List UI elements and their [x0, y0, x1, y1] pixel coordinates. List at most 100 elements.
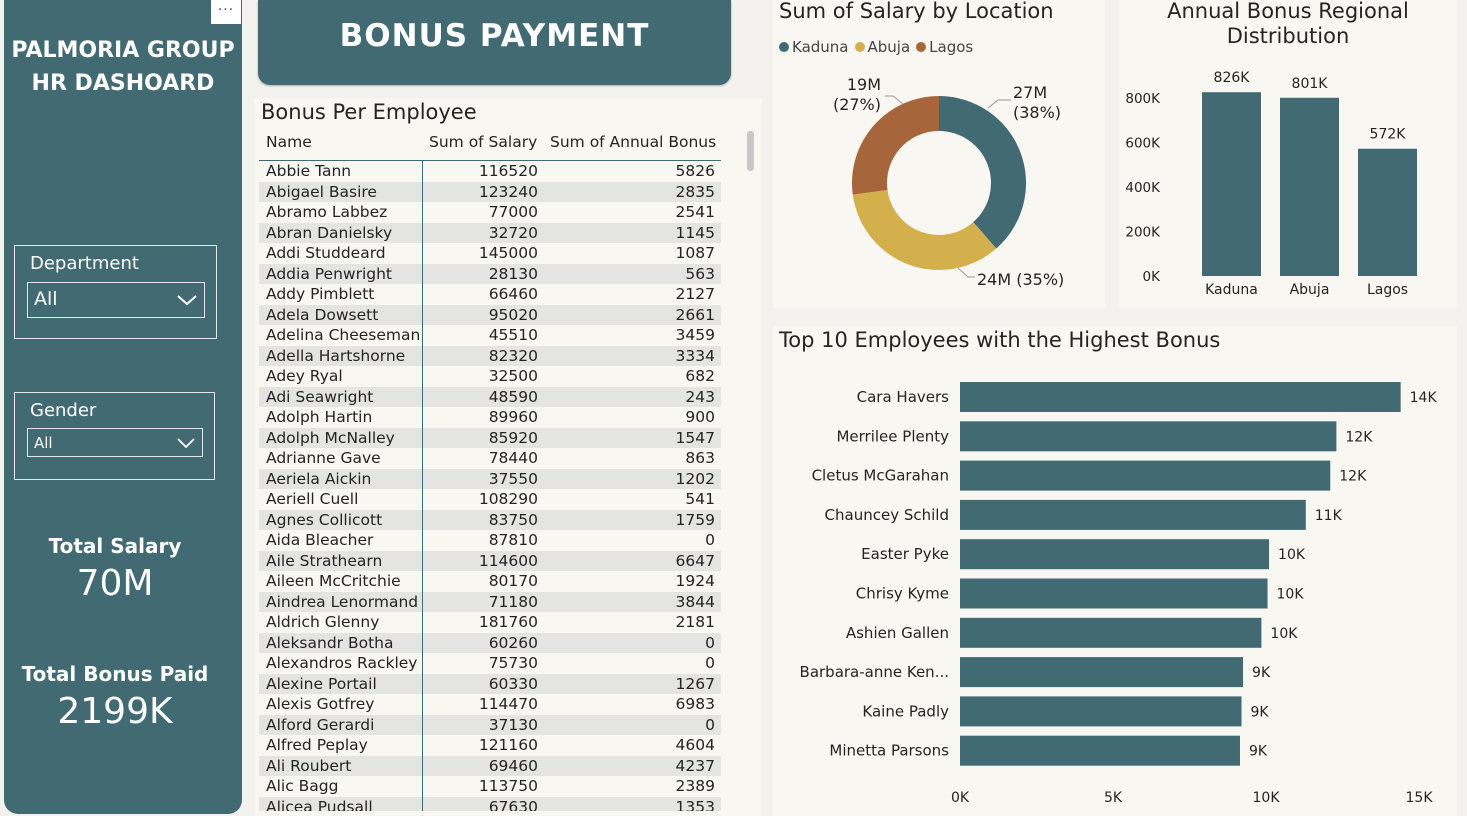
cell-salary: 145000: [478, 244, 538, 262]
donut-slice-abuja[interactable]: [852, 189, 997, 270]
legend-item-lagos[interactable]: Lagos: [916, 38, 973, 56]
column-header-bonus[interactable]: Sum of Annual Bonus: [550, 133, 717, 151]
hbar-bar[interactable]: [960, 578, 1268, 609]
sidebar: [4, 0, 242, 814]
cell-bonus: 1202: [675, 469, 715, 488]
table-row[interactable]: Abramo Labbez 77000 2541: [259, 202, 721, 223]
gender-label: Gender: [30, 400, 97, 421]
cell-salary: 83750: [488, 510, 538, 529]
table-row[interactable]: Alexandros Rackley 75730 0: [259, 653, 721, 674]
cell-name: Abran Danielsky: [266, 223, 393, 242]
cell-bonus: 2389: [675, 777, 715, 795]
table-row[interactable]: Aindrea Lenormand 71180 3844: [259, 591, 721, 612]
more-options-icon[interactable]: ···: [211, 0, 241, 24]
table-row[interactable]: Alicea Pudsall 67630 1353: [259, 796, 721, 812]
cell-name: Adolph McNalley: [266, 428, 395, 447]
cell-name: Alexandros Rackley: [266, 654, 418, 672]
x-tick-label: 5K: [1104, 790, 1123, 806]
hbar-bar[interactable]: [960, 617, 1262, 648]
hbar-bar[interactable]: [960, 657, 1244, 688]
hbar-category-label: Cara Havers: [857, 388, 950, 406]
cell-name: Aindrea Lenormand: [266, 592, 419, 611]
table-row[interactable]: Agnes Collicott 83750 1759: [259, 509, 721, 530]
cell-salary: 181760: [478, 613, 538, 631]
table-row[interactable]: Aile Strathearn 114600 6647: [259, 550, 721, 571]
table-row[interactable]: Abbie Tann 116520 5826: [259, 161, 721, 182]
table-row[interactable]: Alford Gerardi 37130 0: [259, 714, 721, 735]
cell-salary: 82320: [488, 346, 538, 365]
table-row[interactable]: Addy Pimblett 66460 2127: [259, 284, 721, 305]
department-dropdown[interactable]: All: [27, 282, 205, 318]
cell-name: Alicea Pudsall: [266, 797, 373, 812]
cell-bonus: 2835: [675, 182, 715, 201]
donut-slice-kaduna[interactable]: [939, 96, 1026, 249]
table-row[interactable]: Alic Bagg 113750 2389: [259, 776, 721, 797]
table-row[interactable]: Alfred Peplay 121160 4604: [259, 735, 721, 756]
cell-name: Aida Bleacher: [266, 531, 374, 549]
cell-bonus: 6983: [675, 695, 715, 713]
column-bar-abuja[interactable]: [1280, 97, 1339, 276]
table-row[interactable]: Aleksandr Botha 60260 0: [259, 632, 721, 653]
table-row[interactable]: Aeriell Cuell 108290 541: [259, 489, 721, 510]
hbar-bar[interactable]: [960, 539, 1270, 570]
table-row[interactable]: Ali Roubert 69460 4237: [259, 755, 721, 776]
table-row[interactable]: Alexine Portail 60330 1267: [259, 673, 721, 694]
table-row[interactable]: Adolph McNalley 85920 1547: [259, 427, 721, 448]
table-row[interactable]: Adelina Cheeseman 45510 3459: [259, 325, 721, 346]
table-row[interactable]: Adella Hartshorne 82320 3334: [259, 345, 721, 366]
brand-title: PALMORIA GROUP HR DASHOARD: [0, 34, 246, 100]
donut-slice-lagos[interactable]: [852, 96, 939, 195]
table-row[interactable]: Addia Penwright 28130 563: [259, 263, 721, 284]
cell-salary: 87810: [488, 531, 538, 549]
hbar-data-label: 12K: [1345, 429, 1373, 445]
legend-item-kaduna[interactable]: Kaduna: [779, 38, 849, 56]
table-row[interactable]: Adi Seawright 48590 243: [259, 386, 721, 407]
table-row[interactable]: Adolph Hartin 89960 900: [259, 407, 721, 428]
cell-salary: 48590: [488, 387, 538, 406]
legend-item-abuja[interactable]: Abuja: [854, 38, 910, 56]
cell-bonus: 6647: [675, 551, 715, 570]
hbar-bar[interactable]: [960, 499, 1306, 530]
cell-salary: 95020: [488, 305, 538, 324]
table-row[interactable]: Addi Studdeard 145000 1087: [259, 243, 721, 264]
cell-salary: 89960: [488, 408, 538, 426]
cell-salary: 60330: [488, 674, 538, 693]
table-row[interactable]: Abran Danielsky 32720 1145: [259, 222, 721, 243]
gender-dropdown[interactable]: All: [27, 428, 203, 457]
cell-salary: 114470: [478, 695, 538, 713]
table-row[interactable]: Adey Ryal 32500 682: [259, 366, 721, 387]
legend-label: Lagos: [929, 38, 974, 56]
column-bar-kaduna[interactable]: [1202, 92, 1261, 276]
donut-legend: Kaduna Abuja Lagos: [779, 38, 979, 56]
donut-data-label: (38%): [1013, 103, 1061, 122]
cell-salary: 37550: [488, 469, 538, 488]
cell-name: Alexine Portail: [266, 674, 377, 693]
column-header-salary[interactable]: Sum of Salary: [429, 133, 538, 151]
column-bar-lagos[interactable]: [1358, 148, 1417, 276]
table-row[interactable]: Aldrich Glenny 181760 2181: [259, 612, 721, 633]
table-row[interactable]: Adrianne Gave 78440 863: [259, 448, 721, 469]
table-scrollbar[interactable]: [747, 131, 754, 171]
column-divider: [422, 161, 423, 811]
table-row[interactable]: Abigael Basire 123240 2835: [259, 181, 721, 202]
hbar-data-label: 12K: [1339, 469, 1367, 485]
table-row[interactable]: Aileen McCritchie 80170 1924: [259, 571, 721, 592]
department-slicer: Department All: [14, 245, 217, 339]
hbar-bar[interactable]: [960, 696, 1242, 727]
hbar-data-label: 9K: [1252, 665, 1271, 681]
cell-bonus: 1759: [675, 510, 715, 529]
hbar-category-label: Kaine Padly: [862, 702, 949, 720]
table-row[interactable]: Aida Bleacher 87810 0: [259, 530, 721, 551]
hbar-bar[interactable]: [960, 460, 1331, 491]
hbar-bar[interactable]: [960, 735, 1240, 766]
hbar-bar[interactable]: [960, 382, 1401, 412]
hbar-bar[interactable]: [960, 421, 1337, 452]
cell-bonus: 563: [685, 264, 715, 283]
bonus-table-panel: [254, 98, 762, 816]
table-row[interactable]: Aeriela Aickin 37550 1202: [259, 468, 721, 489]
hbar-data-label: 10K: [1278, 547, 1306, 563]
column-header-name[interactable]: Name: [266, 133, 312, 151]
cell-name: Aileen McCritchie: [266, 572, 401, 590]
table-row[interactable]: Adela Dowsett 95020 2661: [259, 304, 721, 325]
table-row[interactable]: Alexis Gotfrey 114470 6983: [259, 694, 721, 715]
